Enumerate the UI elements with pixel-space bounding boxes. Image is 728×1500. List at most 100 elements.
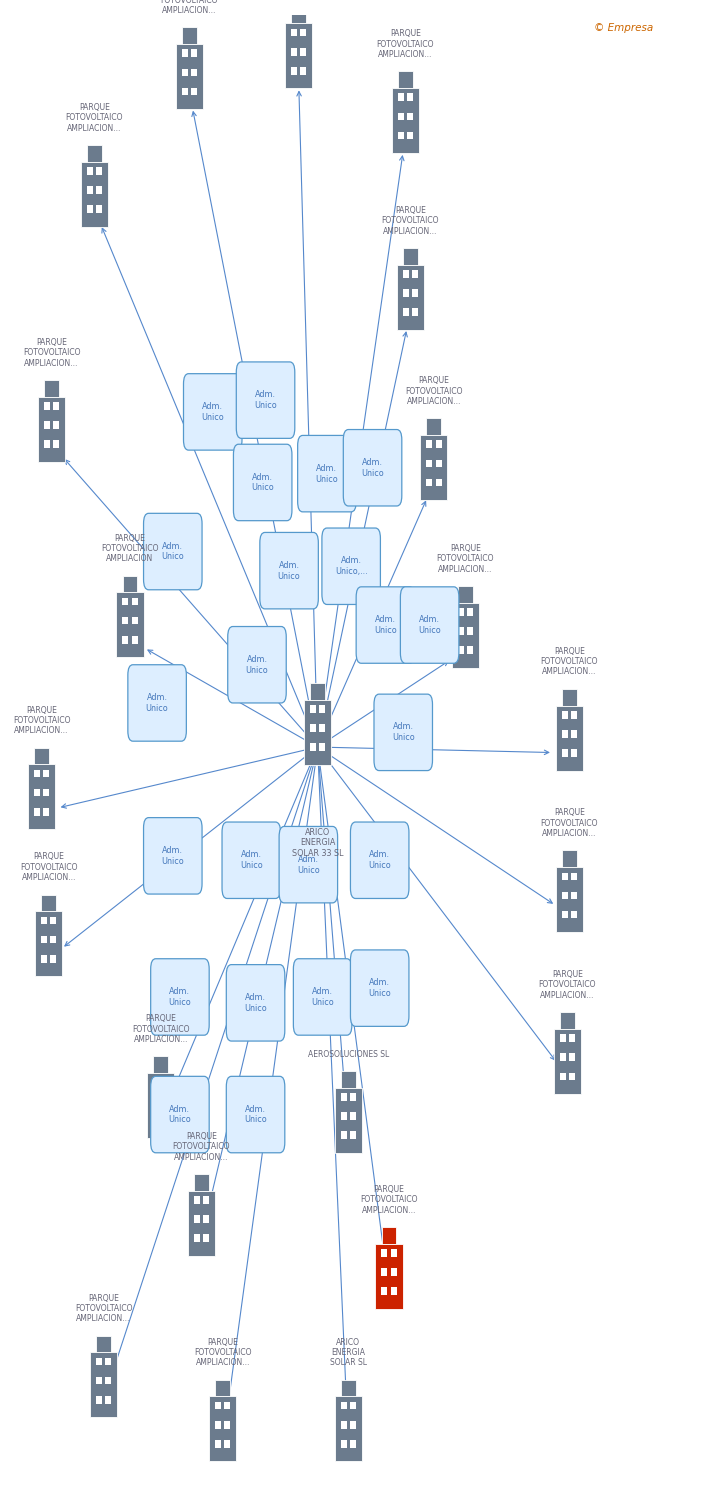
FancyBboxPatch shape — [403, 308, 408, 316]
Text: © Empresa: © Empresa — [594, 22, 653, 33]
FancyBboxPatch shape — [403, 290, 408, 297]
FancyBboxPatch shape — [34, 789, 40, 796]
FancyBboxPatch shape — [38, 398, 65, 462]
Text: Adm.
Unico: Adm. Unico — [240, 850, 263, 870]
FancyBboxPatch shape — [234, 444, 292, 520]
FancyBboxPatch shape — [122, 616, 128, 624]
FancyBboxPatch shape — [96, 186, 102, 194]
FancyBboxPatch shape — [203, 1196, 209, 1203]
Text: PARQUE
FOTOVOLTAICO
AMPLIACION: PARQUE FOTOVOLTAICO AMPLIACION — [101, 534, 159, 564]
FancyBboxPatch shape — [237, 362, 295, 438]
FancyBboxPatch shape — [310, 724, 316, 732]
FancyBboxPatch shape — [341, 1094, 347, 1101]
FancyBboxPatch shape — [427, 478, 432, 486]
Text: ARICO
ENERGIA
SOLAR 33 SL: ARICO ENERGIA SOLAR 33 SL — [292, 828, 344, 858]
Text: PARQUE
FOTOVOLTAICO
AMPLIACION...: PARQUE FOTOVOLTAICO AMPLIACION... — [132, 1014, 189, 1044]
FancyBboxPatch shape — [34, 747, 49, 765]
FancyBboxPatch shape — [350, 1094, 356, 1101]
FancyBboxPatch shape — [188, 1191, 215, 1256]
FancyBboxPatch shape — [143, 513, 202, 590]
FancyBboxPatch shape — [569, 1072, 575, 1080]
FancyBboxPatch shape — [106, 1377, 111, 1384]
FancyBboxPatch shape — [341, 1420, 347, 1428]
Text: Adm.
Unico: Adm. Unico — [162, 846, 184, 865]
FancyBboxPatch shape — [41, 916, 47, 924]
FancyBboxPatch shape — [96, 1396, 102, 1404]
Text: Adm.
Unico: Adm. Unico — [368, 850, 391, 870]
FancyBboxPatch shape — [427, 441, 432, 448]
FancyBboxPatch shape — [194, 1174, 209, 1191]
FancyBboxPatch shape — [374, 694, 432, 771]
FancyBboxPatch shape — [562, 688, 577, 705]
FancyBboxPatch shape — [44, 441, 50, 448]
Text: AEROSOLUCIONES SL: AEROSOLUCIONES SL — [308, 1050, 389, 1059]
FancyBboxPatch shape — [350, 822, 409, 898]
FancyBboxPatch shape — [132, 597, 138, 606]
Text: PARQUE
FOTOVOLTAICO
AMPLIACION...: PARQUE FOTOVOLTAICO AMPLIACION... — [20, 852, 77, 882]
FancyBboxPatch shape — [381, 1250, 387, 1257]
FancyBboxPatch shape — [562, 891, 568, 900]
FancyBboxPatch shape — [41, 936, 47, 944]
Text: PARQUE
FOTOVOLTAICO
AMPLIACION...: PARQUE FOTOVOLTAICO AMPLIACION... — [381, 206, 439, 236]
FancyBboxPatch shape — [335, 1088, 362, 1152]
FancyBboxPatch shape — [381, 1268, 387, 1275]
FancyBboxPatch shape — [458, 646, 464, 654]
FancyBboxPatch shape — [224, 1440, 230, 1448]
FancyBboxPatch shape — [34, 770, 40, 777]
Text: Adm.
Unico: Adm. Unico — [315, 464, 339, 483]
FancyBboxPatch shape — [50, 936, 56, 944]
FancyBboxPatch shape — [322, 528, 381, 605]
FancyBboxPatch shape — [562, 711, 568, 718]
FancyBboxPatch shape — [290, 28, 297, 36]
FancyBboxPatch shape — [391, 1250, 397, 1257]
FancyBboxPatch shape — [191, 50, 197, 57]
FancyBboxPatch shape — [290, 68, 297, 75]
FancyBboxPatch shape — [81, 162, 108, 226]
Text: PARQUE
FOTOVOLTAICO
AMPLIACION...: PARQUE FOTOVOLTAICO AMPLIACION... — [541, 808, 598, 838]
FancyBboxPatch shape — [335, 1396, 362, 1461]
Text: PARQUE
FOTOVOLTAICO
AMPLIACION...: PARQUE FOTOVOLTAICO AMPLIACION... — [405, 376, 463, 406]
FancyBboxPatch shape — [203, 1234, 209, 1242]
FancyBboxPatch shape — [300, 68, 306, 75]
FancyBboxPatch shape — [41, 894, 56, 912]
FancyBboxPatch shape — [341, 1380, 356, 1396]
Text: PARQUE
FOTOVOLTAICO
AMPLIACION...: PARQUE FOTOVOLTAICO AMPLIACION... — [194, 1338, 251, 1368]
Text: PARQUE
FOTOVOLTAICO
AMPLIACION...: PARQUE FOTOVOLTAICO AMPLIACION... — [173, 1132, 230, 1161]
FancyBboxPatch shape — [182, 27, 197, 44]
FancyBboxPatch shape — [554, 1029, 581, 1094]
Text: Adm.
Unico: Adm. Unico — [244, 1104, 267, 1125]
FancyBboxPatch shape — [350, 1402, 356, 1410]
FancyBboxPatch shape — [132, 616, 138, 624]
FancyBboxPatch shape — [458, 627, 464, 634]
FancyBboxPatch shape — [215, 1402, 221, 1410]
FancyBboxPatch shape — [435, 459, 441, 466]
FancyBboxPatch shape — [28, 765, 55, 830]
FancyBboxPatch shape — [222, 822, 280, 898]
Text: PARQUE
FOTOVOLTAICO
AMPLIACION...: PARQUE FOTOVOLTAICO AMPLIACION... — [75, 1293, 132, 1323]
FancyBboxPatch shape — [43, 808, 49, 816]
FancyBboxPatch shape — [153, 1098, 159, 1106]
FancyBboxPatch shape — [290, 48, 297, 56]
FancyBboxPatch shape — [391, 1268, 397, 1275]
Text: Adm.
Unico: Adm. Unico — [312, 987, 334, 1006]
FancyBboxPatch shape — [350, 1420, 356, 1428]
Text: Adm.
Unico: Adm. Unico — [374, 615, 397, 634]
FancyBboxPatch shape — [226, 964, 285, 1041]
FancyBboxPatch shape — [458, 608, 464, 615]
FancyBboxPatch shape — [285, 24, 312, 88]
FancyBboxPatch shape — [260, 532, 318, 609]
FancyBboxPatch shape — [320, 742, 325, 752]
FancyBboxPatch shape — [215, 1380, 230, 1396]
FancyBboxPatch shape — [571, 873, 577, 880]
FancyBboxPatch shape — [53, 441, 59, 448]
FancyBboxPatch shape — [350, 950, 409, 1026]
FancyBboxPatch shape — [143, 818, 202, 894]
FancyBboxPatch shape — [300, 28, 306, 36]
FancyBboxPatch shape — [571, 730, 577, 738]
FancyBboxPatch shape — [467, 646, 473, 654]
FancyBboxPatch shape — [122, 636, 128, 644]
FancyBboxPatch shape — [43, 789, 49, 796]
FancyBboxPatch shape — [562, 910, 568, 918]
FancyBboxPatch shape — [191, 87, 197, 96]
Text: Adm.
Unico: Adm. Unico — [202, 402, 224, 422]
